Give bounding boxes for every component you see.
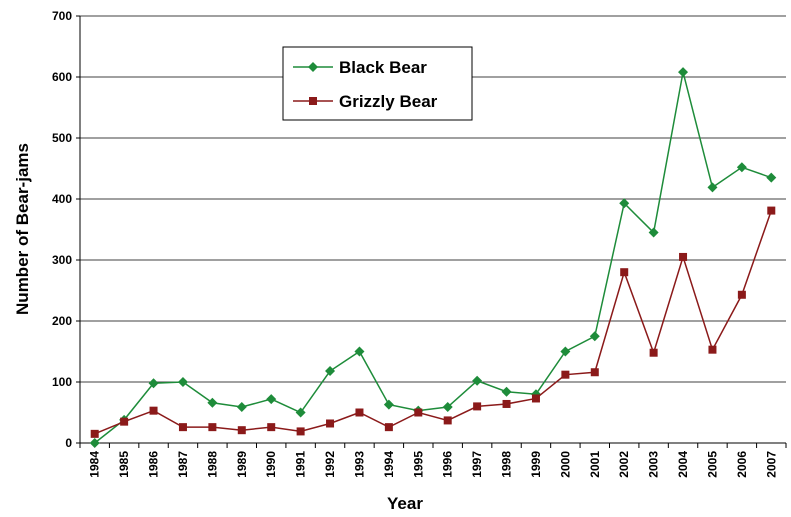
x-axis-title: Year [387,494,423,513]
x-tick-label: 1987 [176,451,190,478]
series-line [94,210,773,435]
legend-marker [309,97,317,105]
y-tick-label: 300 [52,253,72,267]
marker [354,346,365,357]
x-tick-label: 2000 [558,451,572,478]
marker [443,416,452,425]
marker [502,399,511,408]
x-tick-label: 1989 [235,451,249,478]
legend-marker [308,62,318,72]
marker [620,268,629,277]
series-line [94,71,772,444]
marker [649,348,658,357]
marker [325,366,336,377]
marker [237,426,246,435]
marker [678,67,689,78]
marker [177,377,188,387]
marker [561,370,570,379]
x-tick-label: 2007 [764,451,778,478]
y-tick-label: 100 [52,375,72,389]
marker [589,331,600,342]
marker [708,345,717,354]
x-tick-label: 1999 [529,451,543,478]
marker [736,162,747,173]
x-tick-label: 1988 [205,451,219,478]
y-tick-label: 500 [52,131,72,145]
x-tick-label: 1996 [441,451,455,478]
marker [326,419,335,428]
legend: Black Bear Grizzly Bear [282,46,473,121]
x-tick-label: 2002 [617,451,631,478]
y-tick-label: 600 [52,70,72,84]
marker [531,394,540,403]
marker [472,375,483,386]
legend-label: Black Bear [339,58,427,77]
marker [384,423,393,432]
x-tick-label: 2005 [705,451,719,478]
marker [89,438,100,448]
x-tick-label: 2003 [647,451,661,478]
y-tick-label: 0 [65,436,72,450]
x-tick-label: 1990 [264,451,278,478]
y-tick-label: 400 [52,192,72,206]
x-tick-label: 1984 [88,451,102,478]
marker [560,346,571,357]
x-tick-label: 1986 [147,451,161,478]
marker [207,397,218,408]
x-tick-label: 1991 [294,451,308,478]
y-axis-title: Number of Bear-jams [13,143,32,315]
x-tick-label: 2006 [735,451,749,478]
marker [266,394,277,405]
x-tick-label: 1993 [352,451,366,478]
x-tick-label: 1997 [470,451,484,478]
x-tick-label: 1985 [117,451,131,478]
x-tick-label: 1995 [411,451,425,478]
marker [90,429,99,438]
marker [590,368,599,377]
marker [679,252,688,261]
marker [296,427,305,436]
marker [208,423,217,432]
marker [767,206,776,215]
marker [501,386,512,397]
marker [737,290,746,299]
marker [355,408,364,417]
marker [178,423,187,432]
marker [442,402,453,413]
marker [766,172,777,183]
x-tick-label: 2004 [676,451,690,478]
x-tick-label: 1998 [500,451,514,478]
marker [707,182,718,193]
x-tick-label: 1992 [323,451,337,478]
legend-box [282,46,473,121]
marker [149,406,158,415]
y-tick-label: 200 [52,314,72,328]
x-tick-label: 2001 [588,451,602,478]
y-tick-label: 700 [52,9,72,23]
marker [473,402,482,411]
marker [120,417,129,426]
legend-label: Grizzly Bear [339,92,438,111]
marker [383,399,394,410]
x-tick-label: 1994 [382,451,396,478]
marker [648,227,659,238]
marker [267,423,276,432]
marker [414,408,423,417]
marker [236,402,247,413]
marker [148,378,159,389]
marker [295,407,306,418]
marker [619,198,630,209]
